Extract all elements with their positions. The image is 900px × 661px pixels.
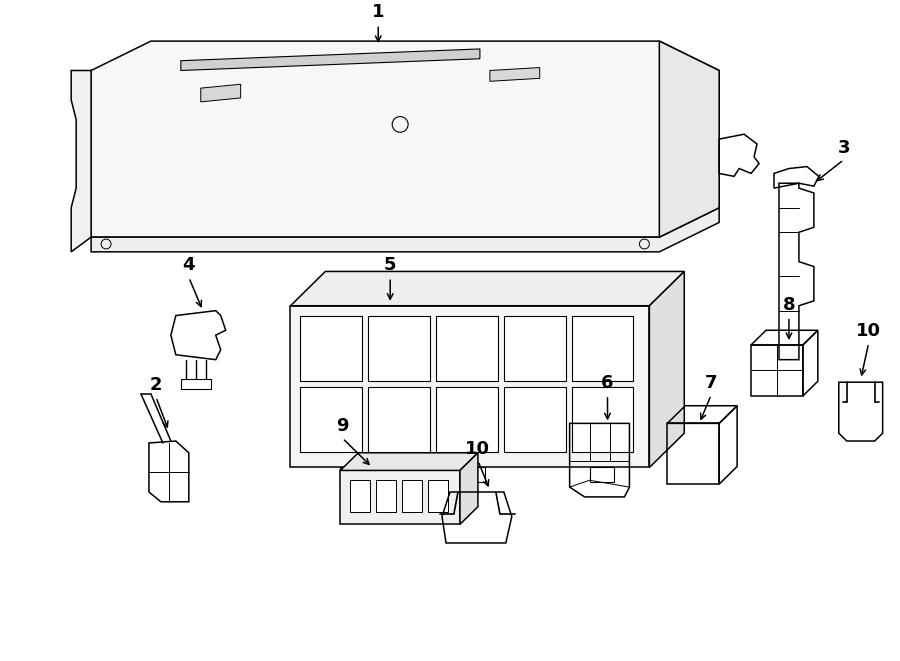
- Polygon shape: [301, 387, 363, 452]
- Polygon shape: [504, 387, 565, 452]
- Text: 7: 7: [705, 374, 717, 392]
- Text: 8: 8: [783, 295, 796, 313]
- Text: 10: 10: [465, 440, 491, 457]
- Text: 2: 2: [149, 376, 162, 394]
- Polygon shape: [460, 453, 478, 524]
- Polygon shape: [660, 41, 719, 237]
- Polygon shape: [340, 453, 478, 471]
- Polygon shape: [368, 387, 430, 452]
- Polygon shape: [436, 315, 498, 381]
- Polygon shape: [572, 387, 634, 452]
- Polygon shape: [402, 481, 422, 512]
- Polygon shape: [301, 315, 363, 381]
- Polygon shape: [91, 41, 719, 237]
- Polygon shape: [201, 84, 240, 102]
- Polygon shape: [436, 387, 498, 452]
- Polygon shape: [291, 306, 650, 467]
- Polygon shape: [650, 272, 684, 467]
- Polygon shape: [428, 481, 448, 512]
- Polygon shape: [376, 481, 396, 512]
- Text: 3: 3: [838, 139, 850, 157]
- Polygon shape: [350, 481, 370, 512]
- Polygon shape: [504, 315, 565, 381]
- Polygon shape: [291, 272, 684, 306]
- Polygon shape: [490, 67, 540, 81]
- Polygon shape: [91, 208, 719, 252]
- Polygon shape: [572, 315, 634, 381]
- Text: 9: 9: [336, 417, 348, 435]
- Text: 4: 4: [183, 256, 195, 274]
- Polygon shape: [368, 315, 430, 381]
- Text: 1: 1: [372, 3, 384, 22]
- Text: 6: 6: [601, 374, 614, 392]
- Polygon shape: [181, 49, 480, 71]
- Text: 10: 10: [856, 322, 881, 340]
- Polygon shape: [71, 71, 91, 252]
- Text: 5: 5: [384, 256, 396, 274]
- Polygon shape: [340, 471, 460, 524]
